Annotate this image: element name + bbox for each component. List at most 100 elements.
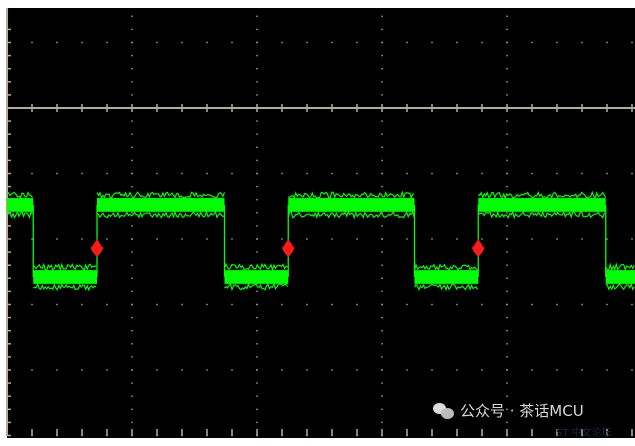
grid-dot <box>206 238 207 239</box>
grid-dot <box>381 343 382 344</box>
grid-dot <box>456 173 457 174</box>
grid-dot <box>131 225 132 226</box>
grid-dot <box>456 42 457 43</box>
grid-dot <box>556 173 557 174</box>
grid-dot <box>381 134 382 135</box>
grid-dot <box>581 304 582 305</box>
grid-dot <box>381 278 382 279</box>
grid-dot <box>506 343 507 344</box>
grid-dot <box>131 304 132 305</box>
grid-dot <box>331 238 332 239</box>
grid-dot <box>256 94 257 95</box>
grid-dot <box>606 173 607 174</box>
grid-dot <box>256 238 257 239</box>
grid-dot <box>506 42 507 43</box>
grid-dot <box>256 173 257 174</box>
grid-dot <box>106 435 107 436</box>
grid-dot <box>456 435 457 436</box>
grid-dot <box>131 107 132 108</box>
grid-dot <box>506 369 507 370</box>
grid-dot <box>106 304 107 305</box>
grid-dot <box>131 81 132 82</box>
grid-dot <box>506 16 507 17</box>
grid-dot <box>206 369 207 370</box>
edge-marker-bar <box>472 247 484 250</box>
trace-segment <box>97 198 225 212</box>
grid-dot <box>356 304 357 305</box>
trace-segment <box>478 198 606 212</box>
grid-dot <box>231 435 232 436</box>
grid-dot <box>606 369 607 370</box>
grid-dot <box>81 369 82 370</box>
grid-dot <box>506 317 507 318</box>
grid-dot <box>506 94 507 95</box>
grid-dot <box>231 238 232 239</box>
grid-dot <box>506 278 507 279</box>
grid-dot <box>256 369 257 370</box>
grid-dot <box>256 186 257 187</box>
grid-dot <box>431 369 432 370</box>
grid-dot <box>106 42 107 43</box>
grid-dot <box>256 382 257 383</box>
grid-dot <box>531 173 532 174</box>
grid-dot <box>331 369 332 370</box>
grid-dot <box>256 291 257 292</box>
grid-dot <box>506 186 507 187</box>
grid-dot <box>556 238 557 239</box>
grid-dot <box>256 29 257 30</box>
grid-dot <box>206 173 207 174</box>
grid-dot <box>506 81 507 82</box>
grid-dot <box>506 291 507 292</box>
grid-dot <box>381 173 382 174</box>
grid-dot <box>381 55 382 56</box>
grid-dot <box>106 173 107 174</box>
grid-dot <box>331 173 332 174</box>
grid-dot <box>156 238 157 239</box>
grid-dot <box>81 173 82 174</box>
grid-dot <box>381 16 382 17</box>
edge-marker-bar <box>91 247 103 250</box>
grid-dot <box>131 356 132 357</box>
grid-dot <box>506 225 507 226</box>
grid-dot <box>131 186 132 187</box>
grid-dot <box>131 396 132 397</box>
grid-dot <box>256 81 257 82</box>
grid-dot <box>256 396 257 397</box>
grid-dot <box>356 435 357 436</box>
grid-dot <box>131 42 132 43</box>
grid-dot <box>381 396 382 397</box>
grid-dot <box>606 304 607 305</box>
grid-dot <box>156 369 157 370</box>
grid-dot <box>156 173 157 174</box>
grid-dot <box>506 55 507 56</box>
grid-dot <box>156 304 157 305</box>
grid-dot <box>256 343 257 344</box>
grid-dot <box>531 369 532 370</box>
grid-dot <box>306 238 307 239</box>
grid-dot <box>131 422 132 423</box>
grid-dot <box>306 42 307 43</box>
trace-segment <box>606 270 635 284</box>
grid-dot <box>106 238 107 239</box>
grid-dot <box>256 212 257 213</box>
grid-dot <box>281 304 282 305</box>
grid-dot <box>481 238 482 239</box>
grid-dot <box>131 212 132 213</box>
grid-dot <box>331 304 332 305</box>
grid-dot <box>131 265 132 266</box>
grid-dot <box>31 304 32 305</box>
grid-dot <box>131 68 132 69</box>
grid-dot <box>256 199 257 200</box>
grid-dot <box>256 330 257 331</box>
grid-dot <box>631 435 632 436</box>
grid-dot <box>281 42 282 43</box>
grid-dot <box>81 42 82 43</box>
grid-dot <box>506 435 507 436</box>
grid-dot <box>206 42 207 43</box>
grid-dot <box>131 382 132 383</box>
grid-dot <box>181 304 182 305</box>
grid-dot <box>381 147 382 148</box>
grid-dot <box>331 42 332 43</box>
grid-dot <box>156 435 157 436</box>
